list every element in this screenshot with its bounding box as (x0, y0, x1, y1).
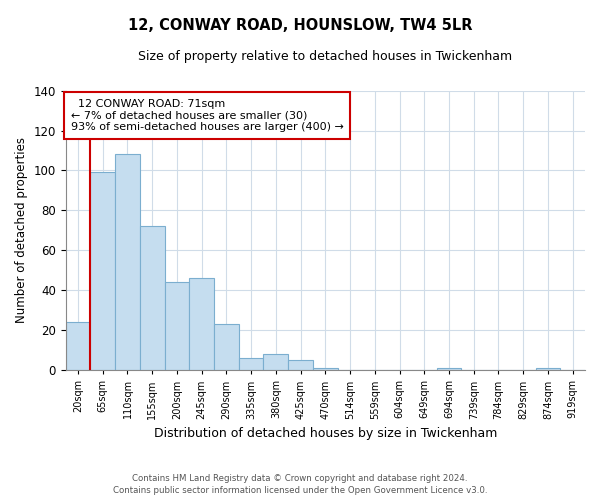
Bar (313, 368, 338, 370)
Bar (288, 360, 313, 370)
Title: Size of property relative to detached houses in Twickenham: Size of property relative to detached ho… (138, 50, 512, 63)
Bar (437, 368, 461, 370)
X-axis label: Distribution of detached houses by size in Twickenham: Distribution of detached houses by size … (154, 427, 497, 440)
Bar (140, 226, 164, 370)
Bar (239, 358, 263, 370)
Bar (536, 368, 560, 370)
Bar (214, 324, 239, 370)
Bar (91, 172, 115, 370)
Text: 12 CONWAY ROAD: 71sqm
← 7% of detached houses are smaller (30)
93% of semi-detac: 12 CONWAY ROAD: 71sqm ← 7% of detached h… (71, 99, 344, 132)
Text: Contains HM Land Registry data © Crown copyright and database right 2024.
Contai: Contains HM Land Registry data © Crown c… (113, 474, 487, 495)
Bar (164, 282, 190, 370)
Bar (65, 322, 91, 370)
Text: 12, CONWAY ROAD, HOUNSLOW, TW4 5LR: 12, CONWAY ROAD, HOUNSLOW, TW4 5LR (128, 18, 472, 32)
Bar (190, 278, 214, 370)
Y-axis label: Number of detached properties: Number of detached properties (15, 138, 28, 324)
Bar (263, 354, 288, 370)
Bar (115, 154, 140, 370)
